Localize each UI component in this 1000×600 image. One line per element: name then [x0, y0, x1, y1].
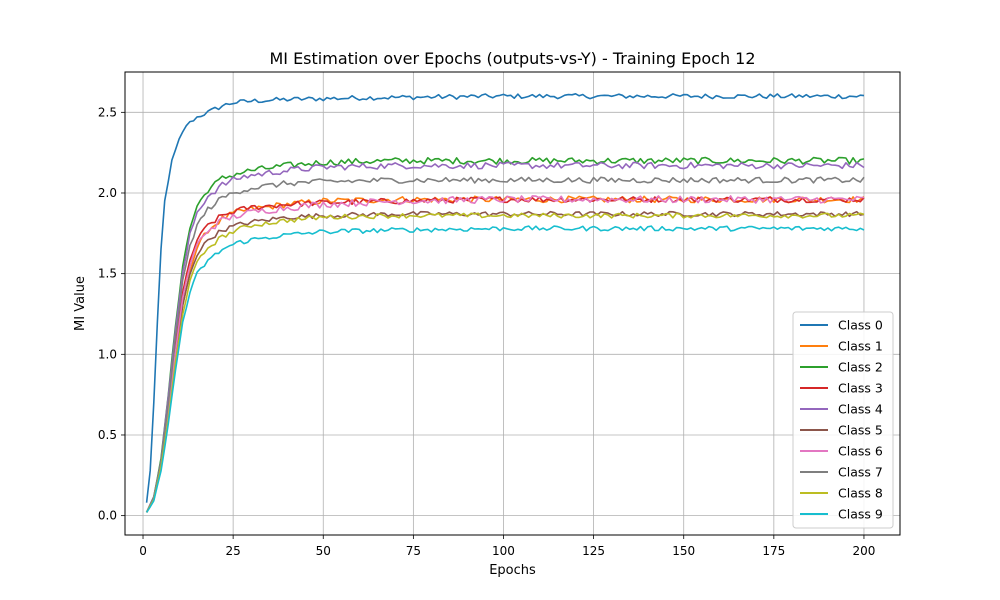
legend-entry: Class 1 — [838, 339, 883, 354]
x-tick-label: 175 — [762, 544, 785, 558]
x-axis-label: Epochs — [489, 563, 536, 578]
x-tick-label: 50 — [316, 544, 331, 558]
series-line-class-9 — [145, 225, 865, 513]
chart-title: MI Estimation over Epochs (outputs-vs-Y)… — [269, 49, 755, 68]
x-tick-label: 125 — [582, 544, 605, 558]
series-line-class-4 — [145, 161, 865, 513]
x-tick-label: 200 — [853, 544, 876, 558]
x-tick-label: 25 — [225, 544, 240, 558]
series-line-class-6 — [145, 195, 864, 513]
legend-entry: Class 6 — [838, 444, 883, 459]
series-line-class-3 — [145, 196, 865, 513]
series-line-class-2 — [145, 156, 865, 513]
legend-entry: Class 5 — [838, 423, 883, 438]
x-tick-label: 150 — [672, 544, 695, 558]
y-axis-label: MI Value — [73, 276, 88, 331]
y-tick-label: 2.5 — [98, 105, 117, 119]
series-lines — [145, 93, 865, 513]
series-line-class-5 — [145, 210, 865, 513]
x-tick-label: 75 — [406, 544, 421, 558]
x-tick-label: 100 — [492, 544, 515, 558]
series-line-class-7 — [145, 176, 865, 513]
legend-entry: Class 2 — [838, 360, 883, 375]
legend-entry: Class 3 — [838, 381, 883, 396]
series-line-class-8 — [145, 212, 865, 513]
x-tick-label: 0 — [139, 544, 147, 558]
plot-frame — [124, 71, 901, 536]
y-tick-label: 0.5 — [98, 428, 117, 442]
series-line-class-0 — [145, 93, 865, 503]
legend-entry: Class 7 — [838, 465, 883, 480]
legend: Class 0 Class 1 Class 2 Class 3 Class 4 Class… — [792, 311, 894, 529]
y-tick-label: 2.0 — [98, 186, 117, 200]
legend-entry: Class 4 — [838, 402, 883, 417]
grid-lines — [125, 72, 900, 535]
y-tick-label: 0.0 — [98, 509, 117, 523]
legend-entry: Class 0 — [838, 318, 883, 333]
y-tick-label: 1.0 — [98, 347, 117, 361]
legend-entry: Class 8 — [838, 486, 883, 501]
y-axis-ticks: 0.0 0.5 1.0 1.5 2.0 2.5 — [98, 105, 125, 523]
x-axis-ticks: 0 25 50 75 100 125 150 175 200 — [139, 535, 875, 558]
legend-entry: Class 9 — [838, 507, 883, 522]
y-tick-label: 1.5 — [98, 267, 117, 281]
